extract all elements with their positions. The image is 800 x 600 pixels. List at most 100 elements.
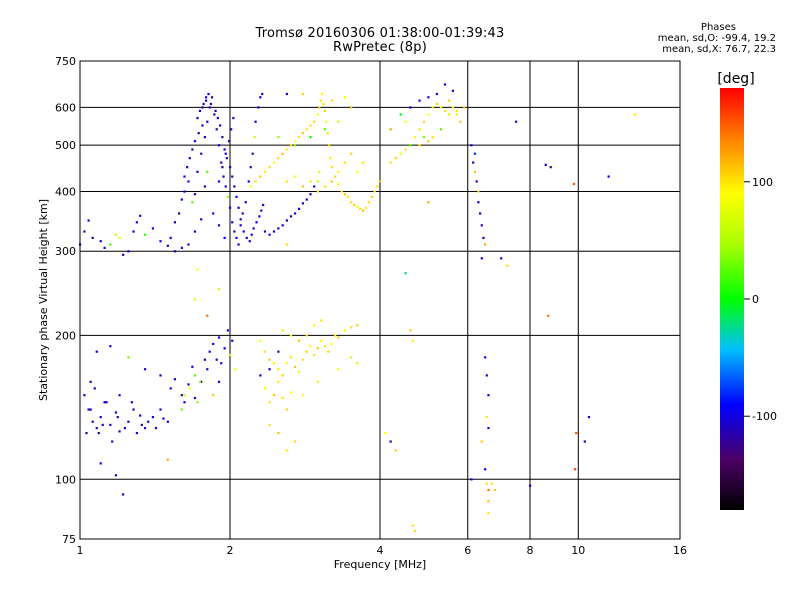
data-point [309, 136, 312, 139]
data-point [285, 92, 288, 96]
y-tick-label: 75 [62, 533, 76, 546]
data-point [572, 182, 576, 186]
data-point [470, 478, 473, 481]
data-point [316, 113, 319, 116]
data-point [244, 201, 247, 204]
data-point [227, 140, 231, 143]
chart-title: Tromsø 20160306 01:38:00-01:39:43 [255, 26, 505, 41]
data-point [487, 427, 490, 430]
data-point [202, 102, 205, 106]
data-point [305, 350, 308, 353]
data-point [95, 350, 98, 353]
data-point [297, 339, 301, 342]
data-point [196, 401, 199, 404]
data-point [140, 423, 143, 427]
data-point [411, 524, 414, 527]
data-point [196, 170, 199, 173]
data-point [281, 396, 284, 400]
data-point [169, 236, 172, 240]
data-point [353, 203, 356, 207]
data-point [477, 190, 480, 193]
data-point [305, 128, 308, 131]
data-point [187, 180, 190, 183]
data-point [321, 92, 324, 96]
data-point [203, 136, 206, 139]
data-point [309, 124, 312, 127]
data-point [109, 243, 112, 246]
data-point [330, 166, 333, 169]
data-point [389, 161, 392, 164]
data-point [127, 420, 130, 423]
data-point [427, 140, 430, 143]
data-point [515, 120, 518, 123]
data-point [301, 358, 305, 361]
data-point [320, 339, 323, 342]
colorbar-unit-label: [deg] [717, 71, 754, 87]
data-point [231, 221, 234, 224]
data-point [259, 175, 262, 178]
data-point [221, 166, 224, 169]
data-point [103, 246, 106, 249]
data-point [277, 431, 280, 435]
data-point [249, 185, 252, 188]
data-point [223, 148, 226, 151]
data-point [191, 365, 194, 368]
data-point [362, 161, 365, 164]
data-point [404, 148, 407, 151]
data-point [222, 175, 225, 178]
data-point [301, 202, 305, 205]
data-point [231, 339, 234, 342]
data-point [114, 233, 118, 236]
data-point [409, 144, 412, 147]
data-point [225, 157, 228, 160]
data-point [201, 124, 204, 127]
data-point [439, 106, 443, 109]
data-point [356, 170, 359, 173]
data-point [263, 350, 267, 353]
data-point [232, 116, 235, 120]
data-point [301, 92, 305, 96]
data-point [118, 236, 121, 240]
data-point [268, 401, 271, 404]
data-point [272, 394, 276, 397]
data-point [285, 408, 288, 411]
data-point [224, 185, 227, 188]
data-point [197, 132, 200, 135]
data-point [337, 368, 340, 371]
data-point [200, 152, 203, 155]
colorbar-tick-label: -100 [752, 410, 777, 423]
data-point [159, 374, 162, 377]
data-point [101, 423, 104, 427]
data-point [404, 120, 407, 123]
data-point [293, 365, 297, 368]
data-point [281, 374, 284, 377]
data-point [413, 136, 417, 139]
data-point [127, 250, 130, 253]
data-point [193, 230, 197, 233]
data-point [183, 394, 186, 397]
data-point [147, 420, 150, 423]
data-point [422, 120, 426, 123]
data-point [105, 401, 108, 404]
data-point [215, 358, 218, 361]
data-point [151, 227, 155, 230]
data-point [91, 236, 94, 240]
data-point [220, 161, 223, 164]
data-point [210, 96, 214, 99]
data-point [212, 342, 215, 346]
data-point [83, 230, 86, 233]
data-point [198, 109, 202, 113]
data-point [394, 449, 397, 452]
data-point [229, 206, 232, 209]
data-point [277, 368, 280, 371]
data-point [206, 120, 209, 123]
data-point [285, 362, 288, 365]
data-point [226, 195, 230, 198]
data-point [186, 166, 189, 169]
data-point [259, 96, 262, 99]
data-point [230, 128, 233, 131]
data-point [254, 180, 257, 183]
data-point [309, 345, 312, 348]
data-point [83, 394, 86, 397]
data-point [169, 387, 172, 390]
